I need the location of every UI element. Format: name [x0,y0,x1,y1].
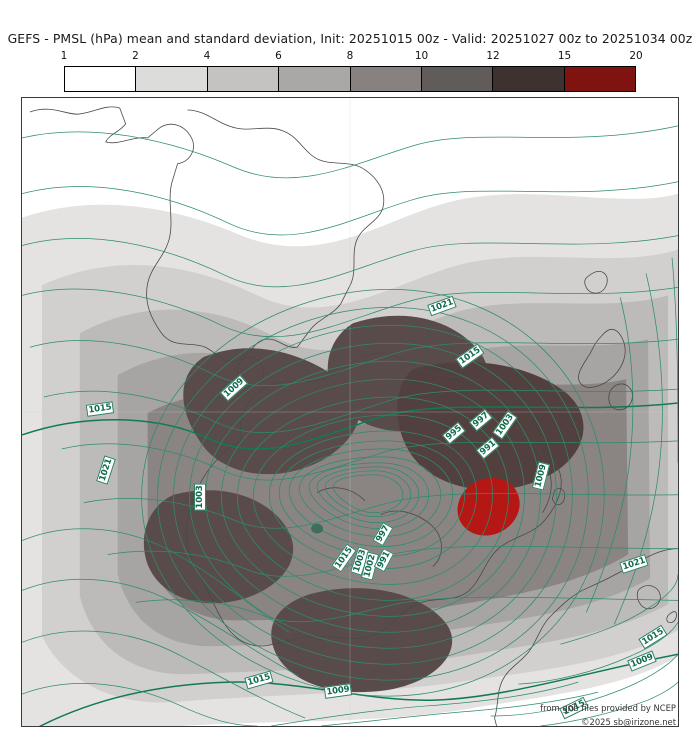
contour-label-995: 995 [441,421,467,445]
colorbar-tick-6: 6 [275,50,282,62]
colorbar: 1 2 4 6 8 10 12 15 20 [60,50,643,92]
contour-label-layer: 1021 1015 1015 1021 1009 1003 995 997 1003 991 100… [22,98,678,726]
source-credit: from grib files provided by NCEP [540,703,676,713]
contour-label-1015: 1015 [455,343,485,369]
contour-label-1015: 1015 [244,670,274,690]
contour-label-997: 997 [468,408,494,432]
contour-label-1009: 1009 [219,374,249,402]
contour-label-1015: 1015 [85,401,115,417]
page-title: GEFS - PMSL (hPa) mean and standard devi… [7,31,693,46]
colorbar-tick-8: 8 [346,50,354,62]
colorbar-tick-12: 12 [486,50,500,62]
colorbar-segment-4-6 [207,67,280,91]
colorbar-tick-2: 2 [132,50,139,62]
contour-label-1003: 1003 [492,410,518,440]
colorbar-segment-6-8 [279,67,351,91]
contour-label-1021: 1021 [427,295,457,317]
colorbar-segment-2-4 [136,67,208,91]
graticule-layer [22,98,678,726]
map-frame[interactable]: 1021 1015 1015 1021 1009 1003 995 997 1003 991 100… [21,97,679,727]
colorbar-segment-8-10 [350,67,422,91]
colorbar-gradient [64,66,636,92]
contour-label-1003: 1003 [194,483,206,511]
contour-label-1009: 1009 [531,461,551,491]
colorbar-tick-10: 10 [414,50,429,62]
contour-label-991: 991 [475,436,501,460]
colorbar-segment-1-2 [65,67,137,91]
contour-label-1021: 1021 [619,554,649,574]
contour-label-991: 991 [373,547,395,573]
contour-label-997: 997 [372,521,394,547]
colorbar-segment-15-20 [564,67,635,91]
contour-label-1009: 1009 [627,650,657,672]
colorbar-tick-20: 20 [629,50,643,62]
contour-label-1021: 1021 [96,455,116,485]
colorbar-segment-12-15 [493,67,565,91]
contour-label-1015: 1015 [638,624,668,650]
colorbar-tick-4: 4 [203,50,211,62]
colorbar-tick-1: 1 [60,50,68,62]
graticule [22,98,678,726]
copyright-credit: ©2025 sb@irizone.net [581,717,676,727]
colorbar-tick-15: 15 [557,50,572,62]
contour-label-1009: 1009 [323,683,353,699]
colorbar-tick-labels: 1 2 4 6 8 10 12 15 20 [60,50,643,66]
colorbar-segment-10-12 [421,67,494,91]
